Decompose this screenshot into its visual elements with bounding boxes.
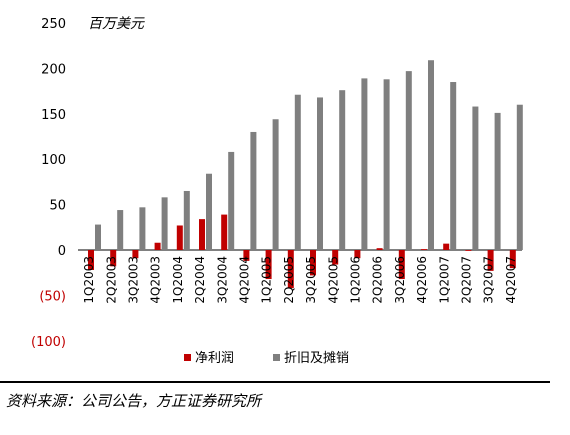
bar-depreciation <box>339 90 346 250</box>
x-tick-label: 4Q2007 <box>504 256 518 304</box>
y-tick-label: (100) <box>31 335 66 350</box>
x-tick-label: 2Q2006 <box>371 256 385 304</box>
bar-depreciation <box>383 79 390 251</box>
bar-depreciation <box>516 104 523 250</box>
bar-net-profit <box>199 219 205 250</box>
bar-depreciation <box>139 207 146 250</box>
x-tick-label: 1Q2003 <box>82 256 96 304</box>
bar-depreciation <box>250 131 257 250</box>
x-tick-label: 2Q2003 <box>104 256 118 304</box>
legend-label: 净利润 <box>195 351 234 366</box>
legend-label: 折旧及摊销 <box>284 351 349 366</box>
bar-depreciation <box>183 190 190 250</box>
bar-depreciation <box>95 224 101 250</box>
y-tick-label: 50 <box>49 199 66 214</box>
x-tick-label: 3Q2003 <box>127 256 141 304</box>
bar-depreciation <box>294 94 301 251</box>
legend-swatch <box>273 354 280 361</box>
x-tick-label: 1Q2004 <box>171 256 185 304</box>
bar-net-profit <box>243 250 250 261</box>
bar-depreciation <box>472 106 479 250</box>
y-tick-label: (50) <box>39 289 66 304</box>
bar-net-profit <box>221 214 228 250</box>
y-tick-label: 200 <box>41 62 66 77</box>
x-tick-label: 4Q2003 <box>149 256 163 304</box>
x-tick-label: 3Q2007 <box>482 256 496 304</box>
bar-net-profit <box>88 250 94 270</box>
bar-net-profit <box>110 250 117 267</box>
bar-depreciation <box>161 197 168 250</box>
x-tick-label: 4Q2005 <box>326 256 340 304</box>
bar-net-profit <box>354 250 361 259</box>
bar-depreciation <box>428 60 434 251</box>
bar-net-profit <box>509 250 516 269</box>
y-tick-label: 250 <box>41 17 66 32</box>
bar-depreciation <box>361 78 368 250</box>
x-tick-label: 1Q2006 <box>349 256 363 304</box>
bar-depreciation <box>117 210 124 250</box>
x-tick-label: 2Q2005 <box>282 256 296 304</box>
x-tick-label: 3Q2005 <box>304 256 318 304</box>
x-tick-label: 4Q2004 <box>238 256 252 304</box>
bar-depreciation <box>206 173 212 250</box>
bar-depreciation <box>450 82 457 251</box>
bar-net-profit <box>487 250 494 271</box>
y-tick-label: 150 <box>41 108 66 123</box>
bar-depreciation <box>405 71 412 251</box>
bar-net-profit <box>398 250 405 280</box>
y-tick-label: 100 <box>41 153 66 168</box>
bar-net-profit <box>132 250 139 259</box>
bar-depreciation <box>228 151 235 250</box>
y-tick-label: 0 <box>58 244 66 259</box>
bars-group <box>88 60 523 289</box>
bar-net-profit <box>176 225 183 250</box>
bar-net-profit <box>310 250 316 276</box>
unit-label: 百万美元 <box>88 16 145 32</box>
x-axis: 1Q2003 2Q2003 3Q2003 4Q2003 1Q2004 2Q2004 3Q20… <box>82 256 518 304</box>
x-tick-label: 3Q2004 <box>215 256 229 304</box>
x-tick-label: 1Q2005 <box>260 256 274 304</box>
bar-net-profit <box>287 250 294 289</box>
bar-net-profit <box>332 250 339 265</box>
legend-swatch <box>184 354 191 361</box>
bar-net-profit <box>376 248 383 250</box>
bar-net-profit <box>465 250 472 251</box>
bar-depreciation <box>272 119 279 250</box>
x-tick-label: 4Q2006 <box>415 256 429 304</box>
legend: 净利润 折旧及摊销 <box>184 351 349 366</box>
bar-depreciation <box>494 112 501 250</box>
bar-net-profit <box>443 243 450 250</box>
x-tick-label: 2Q2007 <box>460 256 474 304</box>
x-tick-label: 3Q2006 <box>393 256 407 304</box>
source-note: 资料来源：公司公告，方正证券研究所 <box>6 392 263 410</box>
x-tick-label: 2Q2004 <box>193 256 207 304</box>
bar-net-profit <box>265 250 272 280</box>
bar-depreciation <box>317 97 323 251</box>
bar-net-profit <box>421 249 427 250</box>
x-tick-label: 1Q2007 <box>437 256 451 304</box>
bar-net-profit <box>154 242 161 250</box>
